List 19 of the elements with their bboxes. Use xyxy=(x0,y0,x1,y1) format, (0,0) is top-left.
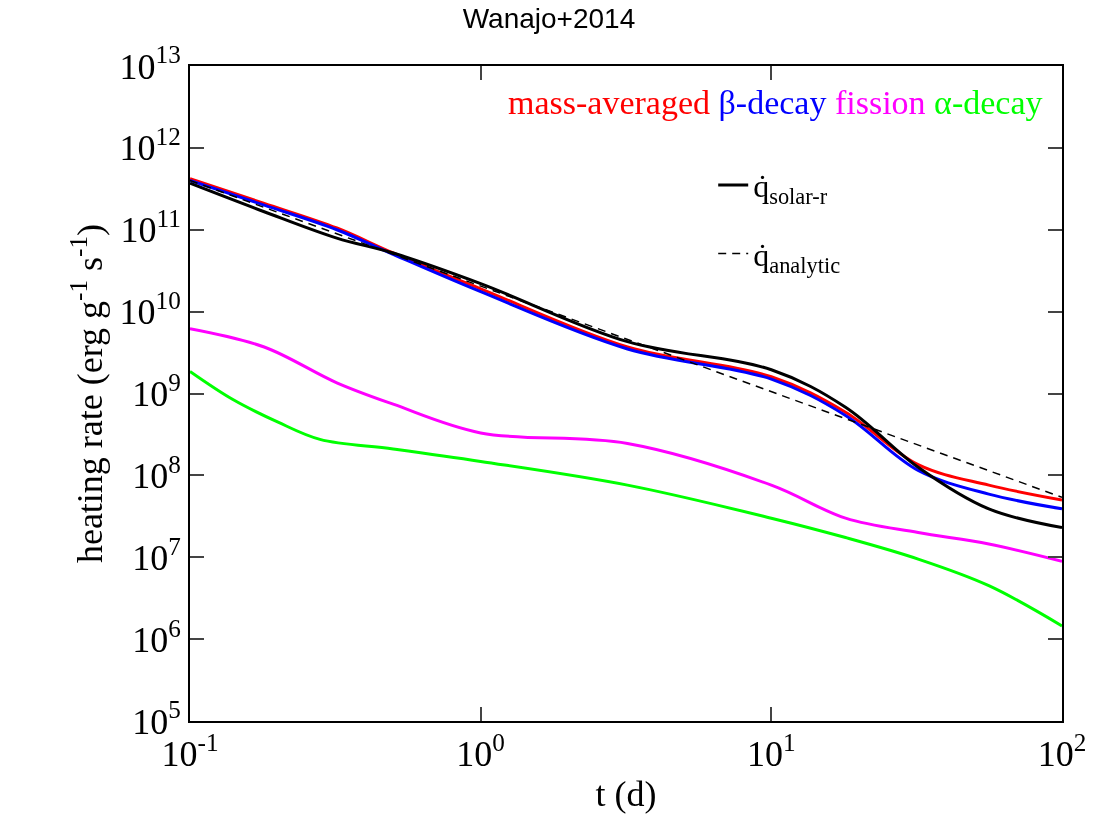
y-tick-label: 10$^{13}$ xyxy=(119,41,181,87)
x-tick-label: 10$^{2}$ xyxy=(1037,729,1087,775)
y-tick-label: 10$^{6}$ xyxy=(132,614,181,660)
y-tick-label: 10$^{7}$ xyxy=(132,532,181,578)
y-tick-label: 10$^{9}$ xyxy=(132,368,181,415)
y-tick-label: 10$^{10}$ xyxy=(119,287,181,333)
legend-label: q̇$_{solar-r}$ xyxy=(753,168,828,210)
x-axis-title: t (d) xyxy=(595,774,657,815)
legend-label: q̇$_{analytic}$ xyxy=(753,237,841,278)
y-tick-label: 10$^{12}$ xyxy=(119,123,181,169)
text: mass-averaged xyxy=(508,84,711,121)
text: fission xyxy=(834,84,926,121)
y-tick-label: 10$^{8}$ xyxy=(132,450,181,496)
chart-title: Wanajo+2014 xyxy=(462,2,636,34)
x-tick-label: 10$^{1}$ xyxy=(747,729,796,775)
x-tick-label: 10$^{0}$ xyxy=(456,729,505,775)
text: α-decay xyxy=(934,84,1043,121)
y-tick-label: 10$^{11}$ xyxy=(120,205,181,251)
text: β-decay xyxy=(718,84,827,121)
